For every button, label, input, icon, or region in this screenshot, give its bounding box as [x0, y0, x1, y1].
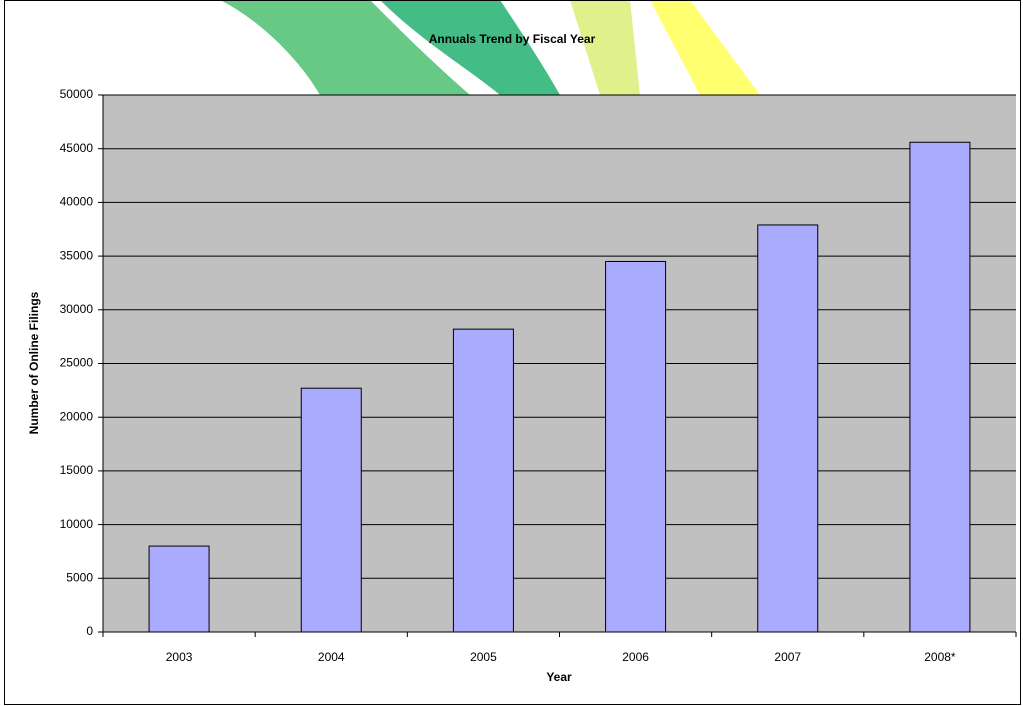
x-tick-label: 2003 [166, 650, 193, 664]
bar [909, 141, 971, 633]
y-tick-label: 30000 [60, 302, 94, 316]
chart-title: Annuals Trend by Fiscal Year [429, 32, 596, 46]
frame [4, 0, 1021, 705]
y-tick-label: 35000 [60, 248, 94, 262]
bar [148, 545, 210, 633]
bar [605, 260, 667, 633]
x-tick-label: 2008* [924, 650, 956, 664]
y-tick-label: 45000 [60, 141, 94, 155]
y-tick-label: 5000 [66, 570, 93, 584]
y-tick-label: 40000 [60, 195, 94, 209]
bar [452, 328, 514, 633]
decoration [650, 0, 760, 95]
x-tick-label: 2005 [470, 650, 497, 664]
y-tick-label: 0 [86, 624, 93, 638]
x-tick-label: 2007 [774, 650, 801, 664]
x-axis-label: Year [546, 670, 572, 684]
decoration [570, 0, 640, 95]
x-tick-label: 2006 [622, 650, 649, 664]
x-tick-label: 2004 [318, 650, 345, 664]
y-axis-label: Number of Online Filings [27, 291, 41, 434]
y-tick-label: 15000 [60, 463, 94, 477]
bar [757, 224, 819, 633]
y-tick-label: 25000 [60, 356, 94, 370]
decoration [220, 0, 470, 95]
y-tick-label: 20000 [60, 409, 94, 423]
bar [300, 387, 362, 633]
y-tick-label: 50000 [60, 87, 94, 101]
y-tick-label: 10000 [60, 517, 94, 531]
decoration [380, 0, 560, 95]
